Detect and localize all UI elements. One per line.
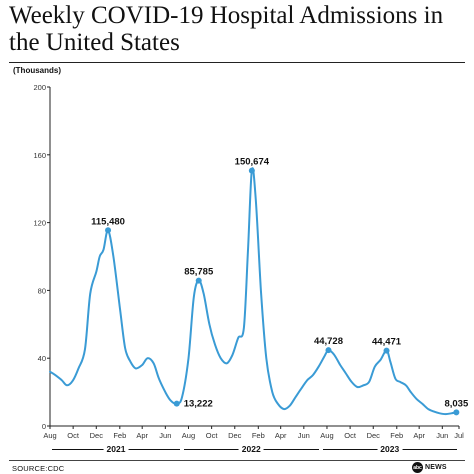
x-tick-label: Apr (136, 431, 148, 440)
year-label: 2022 (238, 444, 264, 454)
peak-label: 44,471 (372, 337, 402, 348)
x-tick-label: Apr (413, 431, 425, 440)
x-tick-label: Jul (454, 431, 464, 440)
x-tick-label: Apr (275, 431, 287, 440)
peak-label: 150,674 (235, 157, 270, 168)
x-tick-label: Jun (298, 431, 310, 440)
peak-marker (325, 347, 332, 354)
footer-divider (9, 460, 465, 461)
peak-label: 13,222 (184, 399, 213, 410)
x-tick-label: Aug (43, 431, 56, 440)
abc-logo-mark: abc (412, 462, 423, 473)
peak-marker (105, 227, 112, 234)
peak-label: 115,480 (91, 216, 125, 227)
title-divider (9, 62, 465, 63)
x-tick-label: Jun (159, 431, 171, 440)
peak-label: 44,728 (314, 336, 343, 347)
x-tick-label: Dec (367, 431, 381, 440)
x-axis: Aug Oct Dec Feb Apr Jun Aug Oct Dec Feb Apr Jun Aug O… (43, 425, 464, 440)
x-tick-label: Feb (252, 431, 265, 440)
y-axis-unit-label: (Thousands) (13, 66, 61, 75)
admissions-line (49, 167, 458, 416)
year-label: 2023 (377, 444, 403, 454)
y-tick-label: 120 (33, 219, 46, 228)
peak-label: 85,785 (184, 267, 214, 278)
y-tick-label: 160 (33, 151, 46, 160)
chart-title: Weekly COVID-19 Hospital Admissions in t… (9, 2, 444, 56)
x-tick-label: Aug (320, 431, 333, 440)
y-tick-label: 40 (38, 354, 46, 363)
y-tick-label: 80 (38, 286, 46, 295)
year-label: 2021 (103, 444, 129, 454)
peak-marker (248, 167, 255, 174)
peak-markers: 115,480 13,222 85,785 150,674 44,728 44,471 8,… (91, 157, 469, 416)
peak-marker (173, 400, 180, 407)
x-tick-label: Dec (90, 431, 104, 440)
peak-marker (195, 277, 202, 284)
y-tick-label: 200 (33, 83, 46, 92)
x-tick-label: Dec (228, 431, 242, 440)
year-bracket: 2021 (52, 444, 181, 456)
abc-logo-text: NEWS (425, 464, 447, 471)
x-tick-label: Feb (390, 431, 403, 440)
x-tick-label: Jun (436, 431, 448, 440)
x-tick-label: Oct (344, 431, 357, 440)
year-bracket: 2022 (184, 444, 319, 456)
x-tick-label: Aug (182, 431, 195, 440)
peak-marker (453, 409, 460, 416)
x-tick-label: Oct (206, 431, 219, 440)
year-bracket: 2023 (322, 444, 457, 456)
peak-marker (383, 347, 390, 354)
y-tick-label: 0 (42, 422, 46, 431)
peak-label: 8,035 (444, 398, 468, 409)
y-axis: 0 40 80 120 160 200 (33, 83, 51, 431)
abc-news-logo: abc NEWS (412, 462, 447, 473)
x-tick-label: Oct (67, 431, 80, 440)
x-tick-label: Feb (113, 431, 126, 440)
source-note: SOURCE:CDC (12, 464, 65, 473)
